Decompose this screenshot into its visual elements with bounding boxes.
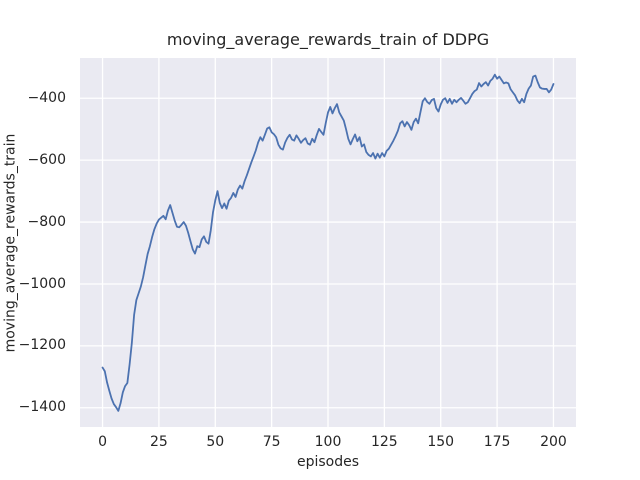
x-tick-label: 0	[98, 434, 107, 450]
y-tick-label: −800	[27, 213, 66, 230]
x-tick-label: 175	[483, 434, 511, 450]
x-tick-label: 100	[314, 434, 342, 450]
y-tick-label: −1000	[18, 275, 66, 292]
x-tick-label: 150	[427, 434, 455, 450]
chart-canvas	[80, 57, 576, 428]
x-axis-label: episodes	[296, 454, 360, 470]
x-tick-label: 25	[149, 434, 168, 450]
x-tick-label: 200	[540, 434, 567, 450]
y-tick-label: −1400	[18, 399, 66, 416]
x-tick-label: 75	[262, 434, 281, 450]
plot-area	[80, 57, 576, 428]
y-tick-label: −1200	[18, 337, 66, 354]
x-tick-label: 125	[370, 434, 398, 450]
x-tick-label: 50	[206, 434, 225, 450]
y-tick-label: −400	[27, 89, 66, 106]
y-tick-label: −600	[27, 151, 66, 168]
chart-title: moving_average_rewards_train of DDPG	[166, 30, 490, 49]
series-line	[101, 73, 555, 412]
